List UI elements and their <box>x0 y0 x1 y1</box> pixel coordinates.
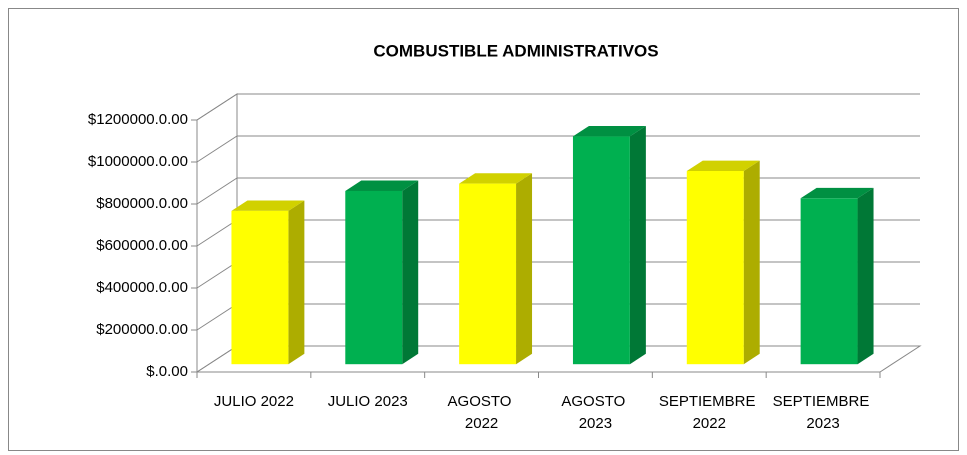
bar-side <box>857 187 874 365</box>
x-tick-label: AGOSTO 2022 <box>448 393 516 432</box>
grid-line <box>196 135 920 163</box>
bar-front <box>459 183 517 365</box>
x-tick-label: JULIO 2023 <box>328 393 408 410</box>
x-tick-label: AGOSTO 2023 <box>561 393 629 432</box>
bar-front <box>572 136 630 365</box>
bar-top <box>572 125 646 137</box>
bar-top <box>231 200 305 211</box>
bar-front <box>800 198 858 365</box>
y-tick-label: $600000.0.00 <box>96 237 188 254</box>
bar-front <box>345 190 403 365</box>
y-tick-label: $1200000.0.00 <box>88 111 188 128</box>
bar <box>459 173 533 365</box>
bar-side <box>743 160 760 365</box>
chart-title: COMBUSTIBLE ADMINISTRATIVOS <box>373 41 658 60</box>
x-tick-label: SEPTIEMBRE 2023 <box>773 393 874 432</box>
x-tick-label: JULIO 2022 <box>214 393 294 410</box>
grid-line <box>196 93 920 121</box>
bar-top <box>459 173 533 184</box>
bar-top <box>345 180 419 191</box>
bar <box>800 187 874 365</box>
bar <box>572 125 646 365</box>
bar-top <box>800 187 874 199</box>
y-tick-label: $1000000.0.00 <box>88 153 188 170</box>
bar <box>686 160 760 365</box>
bar-front <box>686 171 744 365</box>
y-tick-label: $400000.0.00 <box>96 279 188 296</box>
x-tick-label: SEPTIEMBRE 2022 <box>659 393 760 432</box>
bar-front <box>231 210 289 365</box>
bar-side <box>516 173 533 365</box>
y-tick-label: $200000.0.00 <box>96 321 188 338</box>
y-tick-label: $.0.00 <box>146 363 188 380</box>
bar-side <box>288 200 305 365</box>
bar <box>345 180 419 365</box>
bar-top <box>686 160 760 171</box>
y-tick-label: $800000.0.00 <box>96 195 188 212</box>
bar-side <box>402 180 419 365</box>
bar-side <box>629 125 646 365</box>
bar <box>231 200 305 365</box>
